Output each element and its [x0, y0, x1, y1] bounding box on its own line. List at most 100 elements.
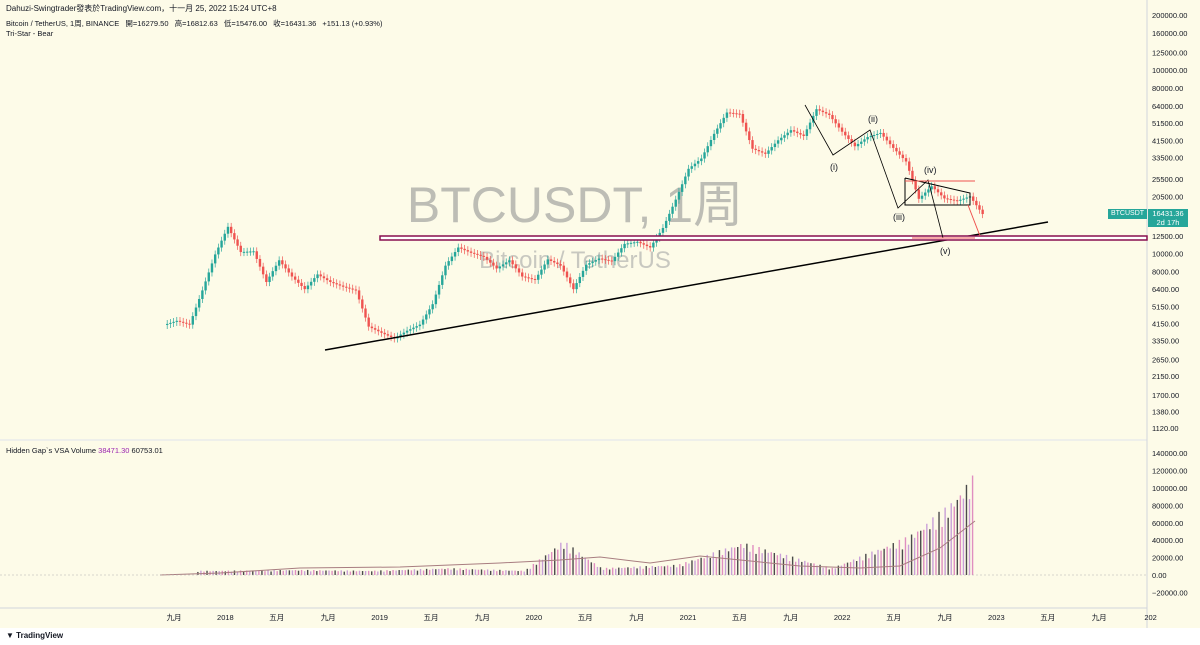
- candle-body: [508, 260, 511, 263]
- candle-body: [770, 147, 773, 151]
- volume-bar: [880, 550, 882, 575]
- volume-bar: [758, 546, 760, 575]
- candle-body: [879, 132, 882, 134]
- candle-body: [668, 213, 671, 221]
- volume-bar: [663, 566, 666, 575]
- volume-bar: [328, 570, 330, 575]
- candle-body: [543, 264, 546, 270]
- volume-bar: [874, 554, 876, 575]
- volume-tick-label: 80000.00: [1152, 501, 1183, 510]
- volume-bar: [364, 571, 367, 575]
- volume-bar: [715, 558, 718, 575]
- candle-body: [537, 274, 540, 280]
- candle-body: [600, 258, 604, 260]
- volume-bar: [938, 511, 940, 575]
- main-legend: Bitcoin / TetherUS, 1周, BINANCE 開=16279.…: [6, 18, 386, 29]
- candle-body: [908, 161, 911, 171]
- candle-body: [421, 319, 425, 325]
- volume-bar: [386, 570, 388, 575]
- volume-bar: [300, 569, 303, 575]
- volume-bar: [688, 563, 690, 575]
- volume-bar: [932, 517, 934, 575]
- price-tick-label: 160000.00: [1152, 29, 1187, 38]
- price-tick-label: 80000.00: [1152, 84, 1183, 93]
- candle-body: [207, 272, 210, 282]
- volume-bar: [313, 570, 315, 575]
- candle-body: [169, 322, 172, 324]
- candle-body: [847, 135, 850, 139]
- candle-body: [920, 195, 924, 199]
- volume-bar: [538, 559, 541, 575]
- volume-bar: [361, 571, 364, 575]
- volume-legend[interactable]: Hidden Gap`s VSA Volume 38471.30 60753.0…: [6, 446, 163, 455]
- price-tick-label: 4150.00: [1152, 320, 1179, 329]
- candle-body: [876, 133, 879, 136]
- volume-value-2: 60753.01: [131, 446, 163, 455]
- time-tick-label: 九月: [475, 613, 490, 622]
- volume-bar: [697, 559, 699, 575]
- candle-body: [306, 285, 310, 290]
- candle-body: [757, 150, 761, 152]
- volume-bar: [846, 562, 849, 575]
- volume-bar: [767, 552, 769, 575]
- candle-body: [796, 131, 799, 134]
- volume-bar: [749, 551, 751, 575]
- candle-body: [645, 244, 649, 247]
- volume-bar: [200, 570, 202, 575]
- time-tick-label: 2023: [988, 613, 1005, 622]
- candle-body: [882, 132, 885, 137]
- volume-bar: [889, 548, 891, 575]
- volume-bar: [575, 554, 577, 575]
- price-tick-label: 1120.00: [1152, 424, 1179, 433]
- volume-bar: [624, 567, 626, 575]
- candle-body: [959, 199, 962, 201]
- candle-body: [661, 227, 665, 233]
- legend-change: +151.13 (+0.93%): [322, 19, 383, 28]
- candle-body: [549, 259, 553, 261]
- volume-bar: [721, 555, 724, 575]
- candle-body: [754, 148, 757, 151]
- time-tick-label: 九月: [783, 613, 798, 622]
- candle-body: [434, 294, 438, 305]
- wave-label-ii: (ii): [868, 114, 878, 124]
- volume-bar: [630, 568, 632, 575]
- volume-bar: [422, 570, 425, 575]
- candle-body: [348, 287, 351, 289]
- volume-bar: [502, 570, 504, 575]
- candle-body: [888, 140, 892, 145]
- candle-body: [444, 265, 447, 276]
- time-tick-label: 九月: [1092, 613, 1107, 622]
- volume-bar: [291, 570, 294, 575]
- volume-bar: [639, 566, 641, 575]
- volume-bar: [242, 571, 245, 575]
- tradingview-logo[interactable]: ▼ TradingView: [6, 631, 63, 640]
- time-tick-label: 2022: [834, 613, 851, 622]
- price-tick-label: 100000.00: [1152, 66, 1187, 75]
- time-tick-label: 2018: [217, 613, 234, 622]
- candle-body: [389, 335, 393, 337]
- candle-body: [380, 331, 383, 333]
- volume-bar: [532, 563, 535, 575]
- volume-bar: [535, 564, 538, 575]
- candle-body: [911, 170, 914, 181]
- candle-body: [805, 129, 809, 136]
- candle-body: [818, 109, 821, 111]
- volume-tick-label: 120000.00: [1152, 467, 1187, 476]
- volume-bar: [840, 565, 843, 575]
- indicator-label[interactable]: Tri-Star - Bear: [6, 29, 54, 38]
- candle-body: [978, 205, 981, 210]
- volume-bar: [971, 475, 974, 575]
- volume-bar: [554, 548, 556, 575]
- volume-bar: [566, 542, 568, 575]
- wave-label-v: (v): [940, 246, 951, 256]
- candle-body: [469, 251, 473, 253]
- volume-bar: [401, 570, 403, 575]
- candle-body: [674, 199, 677, 207]
- volume-bar: [916, 531, 919, 575]
- candle-body: [463, 248, 466, 251]
- candle-body: [447, 261, 450, 266]
- volume-bar: [895, 548, 898, 575]
- volume-bar: [560, 542, 562, 575]
- volume-bar: [901, 549, 904, 575]
